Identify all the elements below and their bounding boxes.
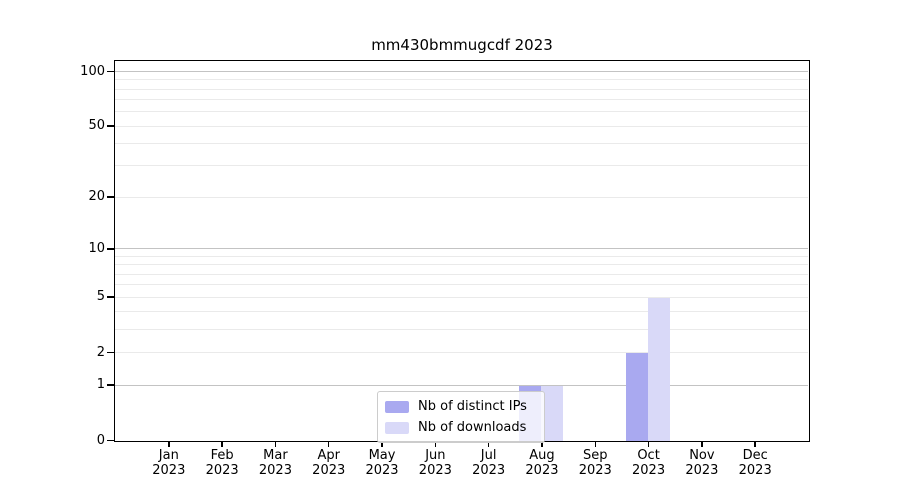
x-tick-label: Jan 2023 xyxy=(152,448,186,478)
y-tick-label: 20 xyxy=(88,189,105,205)
x-tick xyxy=(434,442,437,447)
x-tick xyxy=(274,442,277,447)
legend: Nb of distinct IPs Nb of downloads xyxy=(377,391,545,443)
y-tick-label: 1 xyxy=(96,377,105,393)
legend-item-distinct-ips: Nb of distinct IPs xyxy=(385,398,537,415)
x-tick xyxy=(701,442,703,447)
y-tick-label: 50 xyxy=(88,118,105,134)
x-tick-label: Apr 2023 xyxy=(312,448,346,478)
x-tick-label: Feb 2023 xyxy=(205,448,239,478)
x-tick xyxy=(647,442,650,447)
x-tick xyxy=(327,442,330,447)
gridline-major xyxy=(115,384,808,386)
y-tick xyxy=(107,70,114,73)
legend-swatch-downloads xyxy=(385,421,409,434)
x-tick-label: Mar 2023 xyxy=(258,448,292,478)
bar-downloads xyxy=(648,297,671,441)
x-tick xyxy=(594,442,597,447)
gridline-minor xyxy=(115,273,808,275)
gridline-minor xyxy=(115,125,808,127)
x-tick xyxy=(541,442,543,447)
bar-downloads xyxy=(541,385,564,441)
y-tick xyxy=(107,125,114,127)
gridline-minor xyxy=(115,79,808,81)
x-tick-label: Sep 2023 xyxy=(578,448,612,478)
x-tick-label: Aug 2023 xyxy=(525,448,559,478)
legend-label-distinct-ips: Nb of distinct IPs xyxy=(418,399,527,414)
gridline-major xyxy=(115,71,808,72)
legend-label-downloads: Nb of downloads xyxy=(418,420,527,435)
x-tick-label: Nov 2023 xyxy=(685,448,719,478)
gridline-minor xyxy=(115,99,808,101)
gridline-minor xyxy=(115,264,808,266)
gridline-minor xyxy=(115,143,808,145)
bar-distinct-ips xyxy=(626,353,649,441)
gridline-minor xyxy=(115,284,808,286)
y-tick-label: 2 xyxy=(96,344,105,360)
x-tick-label: Oct 2023 xyxy=(632,448,666,478)
gridline-minor xyxy=(115,196,808,198)
legend-swatch-distinct-ips xyxy=(385,400,409,413)
gridline-minor xyxy=(115,88,808,90)
x-tick-label: Jul 2023 xyxy=(472,448,506,478)
y-tick-label: 5 xyxy=(96,289,105,305)
plot-area: Nb of distinct IPs Nb of downloads xyxy=(114,60,810,443)
gridline-minor xyxy=(115,165,808,167)
gridline-major xyxy=(115,248,808,250)
x-tick xyxy=(168,442,170,447)
y-tick xyxy=(107,439,114,442)
y-tick-label: 0 xyxy=(96,432,105,448)
chart-title: mm430bmmugcdf 2023 xyxy=(371,36,553,54)
legend-item-downloads: Nb of downloads xyxy=(385,419,537,436)
x-tick xyxy=(381,442,383,447)
y-tick-label: 100 xyxy=(80,63,105,79)
gridline-minor xyxy=(115,311,808,313)
x-tick xyxy=(754,442,756,447)
x-tick-label: May 2023 xyxy=(365,448,399,478)
gridline-minor xyxy=(115,329,808,331)
y-tick xyxy=(107,296,114,298)
y-tick xyxy=(107,248,114,250)
gridline-minor xyxy=(115,352,808,354)
y-tick-label: 10 xyxy=(88,240,105,256)
x-tick-label: Jun 2023 xyxy=(418,448,452,478)
gridline-minor xyxy=(115,296,808,298)
gridline-minor xyxy=(115,111,808,113)
x-tick xyxy=(487,442,490,447)
y-tick xyxy=(107,384,114,386)
y-tick xyxy=(107,351,114,354)
gridline-minor xyxy=(115,255,808,257)
y-tick xyxy=(107,196,114,198)
x-tick-label: Dec 2023 xyxy=(738,448,772,478)
x-tick xyxy=(221,442,223,447)
